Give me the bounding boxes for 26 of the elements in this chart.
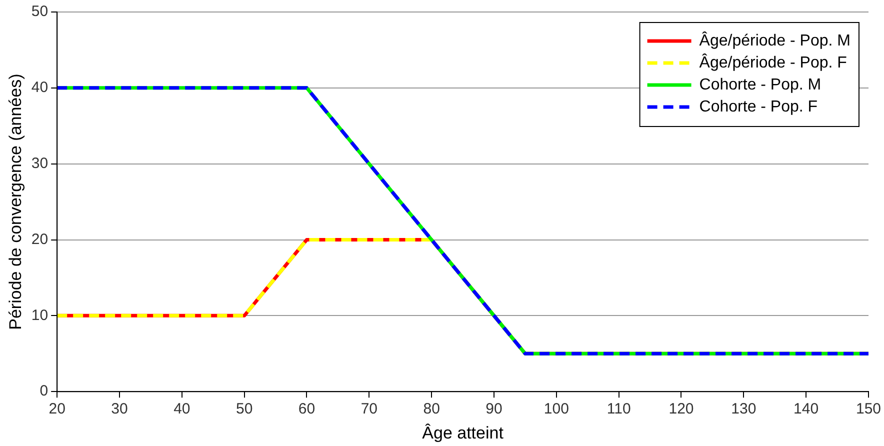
x-tick-label: 40 <box>174 400 190 418</box>
y-tick-label: 30 <box>31 154 48 172</box>
y-tick-label: 20 <box>31 230 48 248</box>
x-tick-label: 100 <box>544 400 569 418</box>
x-axis-title: Âge atteint <box>422 423 504 442</box>
legend-label: Âge/période - Pop. F <box>699 53 848 72</box>
y-axis-title: Période de convergence (années) <box>6 74 25 330</box>
x-tick-label: 140 <box>794 400 819 418</box>
y-tick-label: 50 <box>31 3 48 20</box>
x-tick-label: 150 <box>856 400 881 418</box>
legend-label: Cohorte - Pop. M <box>699 76 822 94</box>
x-tick-label: 110 <box>606 400 631 418</box>
x-tick-label: 120 <box>668 400 694 418</box>
x-tick-label: 20 <box>48 400 66 418</box>
x-tick-label: 70 <box>360 400 378 418</box>
legend-label: Âge/période - Pop. M <box>699 31 850 50</box>
x-tick-label: 60 <box>298 400 316 418</box>
x-tick-label: 80 <box>423 400 440 418</box>
x-tick-label: 130 <box>731 400 756 418</box>
legend-label: Cohorte - Pop. F <box>699 98 818 116</box>
y-tick-label: 10 <box>31 306 48 324</box>
x-tick-label: 50 <box>236 400 253 418</box>
y-tick-label: 40 <box>31 79 48 96</box>
x-tick-label: 90 <box>486 400 502 418</box>
y-tick-label: 0 <box>40 382 48 400</box>
x-tick-label: 30 <box>111 400 128 418</box>
